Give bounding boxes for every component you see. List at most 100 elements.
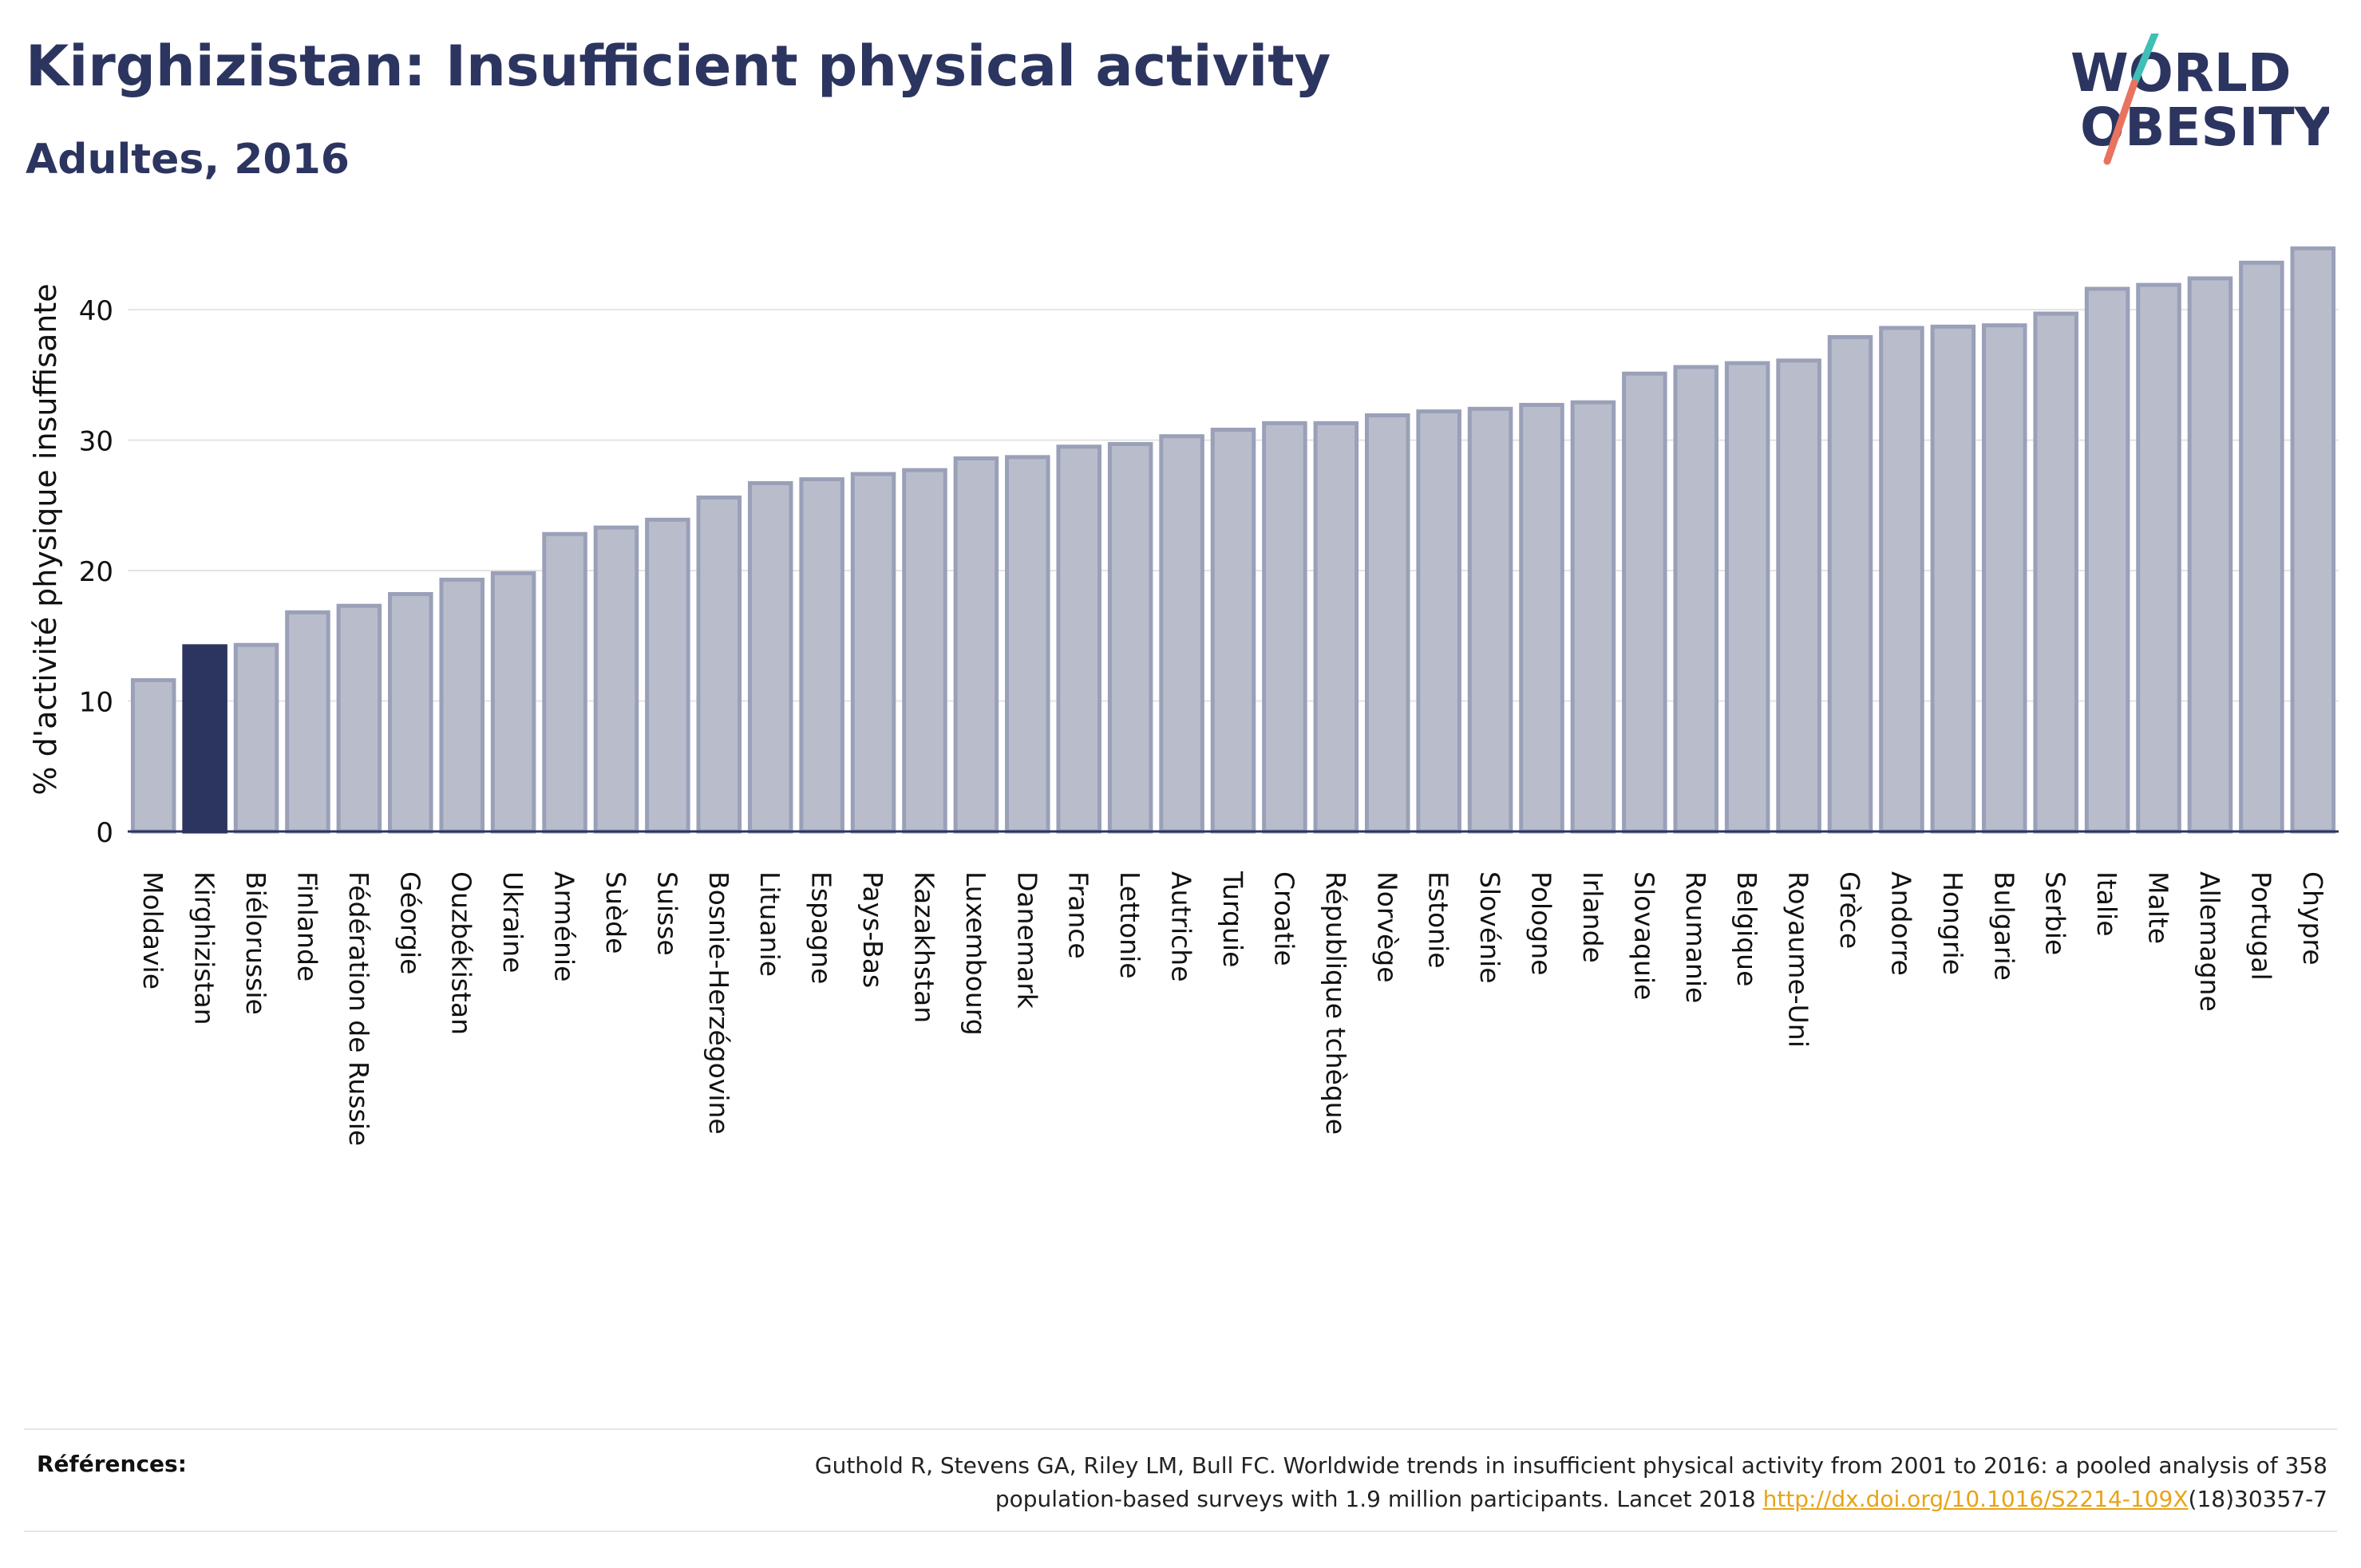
bar-géorgie — [388, 591, 433, 834]
x-tick-label: Kirghizistan — [189, 871, 220, 1025]
logo-slash-teal — [2130, 34, 2159, 87]
bar-biélorussie — [233, 642, 279, 834]
bar-ouzbékistan — [439, 577, 484, 834]
y-tick-label: 40 — [79, 295, 113, 327]
x-tick-label: Moldavie — [137, 871, 168, 989]
x-tick-label: Géorgie — [394, 871, 425, 974]
x-tick-label: Autriche — [1166, 871, 1197, 982]
world-obesity-logo: WORLD OBESITY — [2070, 34, 2329, 165]
x-tick-label: Bosnie-Herzégovine — [703, 871, 734, 1135]
x-tick-label: Lituanie — [754, 871, 785, 977]
bar-espagne — [799, 477, 844, 834]
bar-royaume-uni — [1776, 358, 1821, 834]
x-tick-label: Belgique — [1731, 871, 1762, 986]
bar-pays-bas — [850, 472, 896, 834]
logo-slash-coral — [2103, 79, 2138, 165]
x-tick-label: Chypre — [2297, 871, 2328, 966]
y-tick-label: 30 — [79, 426, 113, 458]
bar-belgique — [1724, 361, 1770, 834]
y-axis-ticks: 0 10 20 30 40 — [79, 295, 113, 849]
y-tick-label: 20 — [79, 556, 113, 588]
x-tick-label: Allemagne — [2194, 871, 2225, 1012]
x-tick-label: Luxembourg — [960, 871, 991, 1036]
bar-autriche — [1159, 434, 1204, 834]
bar-andorre — [1879, 326, 1924, 834]
bar-arménie — [542, 531, 587, 834]
reference-line-1: Guthold R, Stevens GA, Riley LM, Bull FC… — [814, 1452, 2327, 1479]
x-tick-label: Estonie — [1423, 871, 1454, 969]
x-tick-label: Suisse — [651, 871, 682, 956]
x-tick-label: Turquie — [1217, 871, 1248, 967]
reference-suffix: (18)30357-7 — [2188, 1486, 2327, 1512]
bar-lettonie — [1107, 441, 1153, 834]
x-tick-label: Pologne — [1526, 871, 1557, 975]
x-tick-label: Arménie — [549, 871, 580, 981]
bar-luxembourg — [953, 456, 999, 834]
x-tick-label: Hongrie — [1937, 871, 1968, 975]
x-axis-ticks: Moldavie Kirghizistan Biélorussie Finlande F… — [137, 871, 2328, 1146]
x-tick-label: Slovaquie — [1628, 871, 1659, 1000]
bar-bosnie-herzégovine — [696, 495, 742, 834]
chart-title: Kirghizistan: Insufficient physical acti… — [26, 34, 1331, 99]
x-tick-label: Roumanie — [1680, 871, 1711, 1003]
bar-kirghizistan — [182, 644, 227, 834]
bar-estonie — [1416, 409, 1461, 834]
bar-république-tchèque — [1313, 421, 1359, 834]
x-tick-label: Slovénie — [1474, 871, 1505, 984]
x-tick-label: France — [1063, 871, 1094, 959]
x-tick-label: République tchèque — [1320, 871, 1351, 1135]
references-label: Références: — [37, 1451, 187, 1477]
bar-norvège — [1364, 413, 1410, 834]
x-tick-label: Serbie — [2040, 871, 2071, 955]
logo-line-1: WORLD — [2070, 42, 2292, 104]
bar-slovénie — [1467, 406, 1513, 834]
x-tick-label: Espagne — [806, 871, 837, 984]
bar-chart: 0 10 20 30 40 Moldavie Kirghizistan Biélorussi… — [28, 246, 2339, 1146]
x-tick-label: Royaume-Uni — [1783, 871, 1814, 1048]
bar-croatie — [1262, 421, 1307, 834]
bar-finlande — [285, 610, 330, 834]
reference-line-2: population-based surveys with 1.9 millio… — [995, 1486, 1763, 1512]
bar-slovaquie — [1622, 371, 1667, 834]
x-tick-label: Ukraine — [497, 871, 528, 973]
x-tick-label: Norvège — [1371, 871, 1402, 983]
x-tick-label: Suède — [600, 871, 631, 954]
bar-portugal — [2239, 260, 2284, 834]
bar-pologne — [1519, 402, 1564, 834]
bar-kazakhstan — [902, 468, 947, 834]
x-tick-label: Pays-Bas — [857, 871, 888, 988]
references-box: Références: Guthold R, Stevens GA, Riley… — [24, 1428, 2337, 1532]
references-text: Guthold R, Stevens GA, Riley LM, Bull FC… — [492, 1449, 2327, 1516]
x-tick-label: Malte — [2143, 871, 2174, 944]
bar-allemagne — [2187, 276, 2233, 834]
x-tick-label: Grèce — [1834, 871, 1865, 949]
y-axis-label: % d'activité physique insuffisante — [28, 283, 63, 795]
bar-moldavie — [130, 677, 176, 834]
x-tick-label: Portugal — [2245, 871, 2276, 981]
bar-ukraine — [490, 571, 536, 834]
x-tick-label: Kazakhstan — [908, 871, 939, 1023]
bar-danemark — [1005, 455, 1050, 834]
reference-link[interactable]: http://dx.doi.org/10.1016/S2214-109X — [1762, 1486, 2189, 1512]
x-tick-label: Finlande — [291, 871, 322, 981]
bar-turquie — [1210, 427, 1256, 834]
y-tick-label: 0 — [96, 817, 113, 849]
x-tick-label: Bulgarie — [1988, 871, 2019, 981]
bar-france — [1056, 444, 1102, 834]
bar-irlande — [1570, 400, 1616, 834]
bar-lituanie — [747, 481, 793, 834]
bar-grèce — [1827, 334, 1873, 834]
bar-suisse — [645, 517, 690, 834]
x-tick-label: Croatie — [1268, 871, 1299, 966]
x-tick-label: Irlande — [1577, 871, 1608, 963]
y-tick-label: 10 — [79, 687, 113, 719]
bar-serbie — [2033, 311, 2078, 834]
x-tick-label: Ouzbékistan — [446, 871, 477, 1035]
bar-malte — [2136, 282, 2181, 834]
bar-roumanie — [1673, 365, 1719, 834]
bar-fédération-de-russie — [336, 603, 382, 834]
bar-suède — [593, 525, 639, 834]
x-tick-label: Fédération de Russie — [343, 871, 374, 1146]
x-tick-label: Biélorussie — [240, 871, 271, 1015]
bar-hongrie — [1930, 324, 1976, 834]
